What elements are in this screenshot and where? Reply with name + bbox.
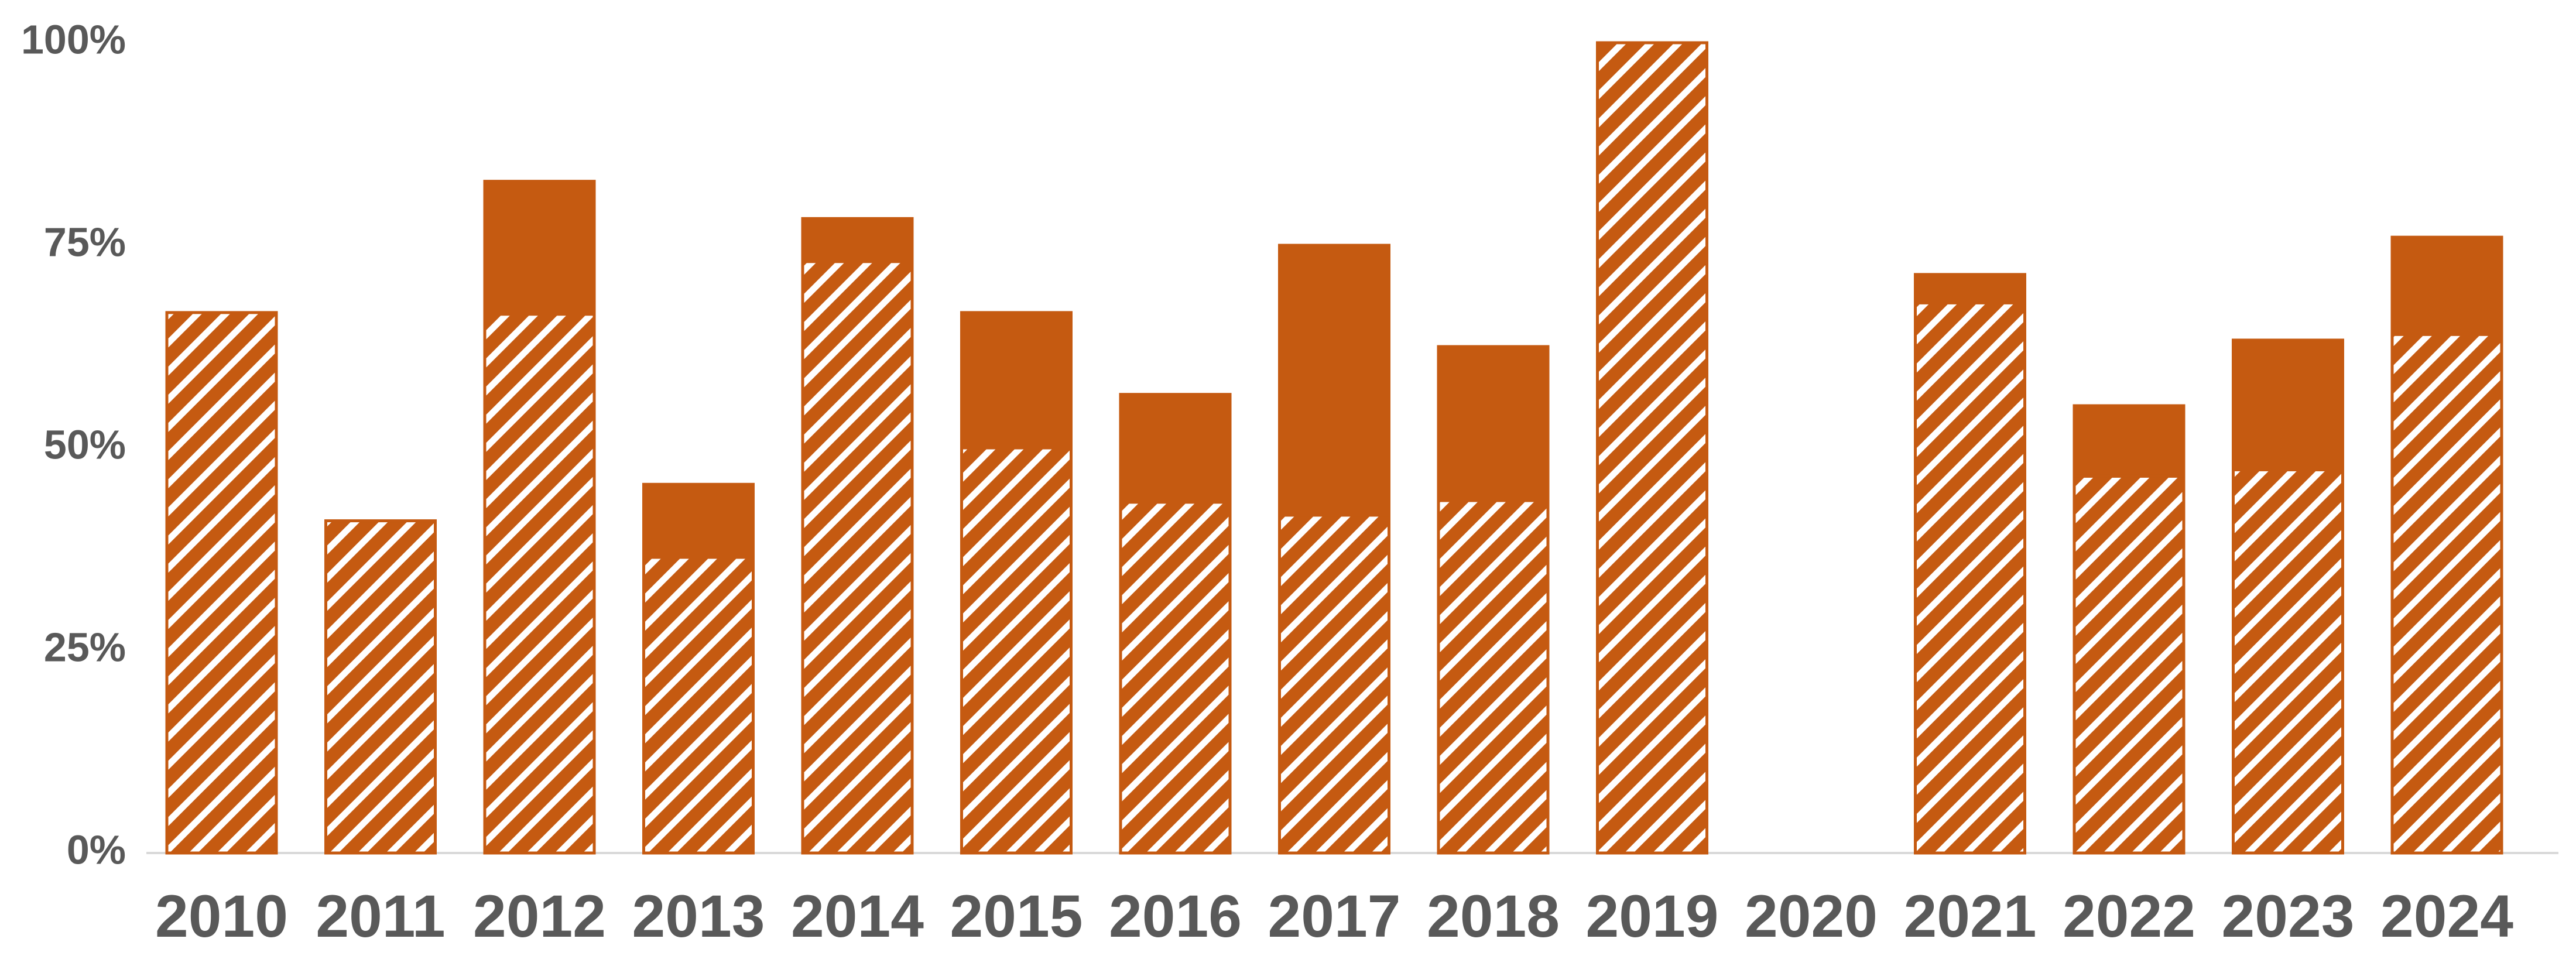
bar-2022-hatched-segment: [2073, 474, 2186, 855]
bar-2012-solid-segment: [483, 180, 596, 316]
bar-2016-hatched-segment: [1119, 501, 1232, 855]
x-tick-label: 2017: [1268, 883, 1401, 950]
x-tick-label: 2021: [1904, 883, 2037, 950]
bar-2016-solid-segment: [1119, 393, 1232, 504]
bar-2012-hatched-segment: [483, 313, 596, 855]
x-tick-label: 2011: [316, 883, 445, 950]
x-tick-label: 2010: [155, 883, 288, 950]
x-tick-labels: 2010 2011 2012 2013 2014 2015 2016 2017 2018 2019…: [155, 883, 2513, 950]
bar-2023-solid-segment: [2232, 338, 2344, 471]
y-tick-label: 25%: [44, 624, 126, 670]
bar-2021-solid-segment: [1914, 273, 2026, 304]
y-tick-label: 0%: [67, 827, 126, 872]
bar-2015-hatched-segment: [960, 446, 1073, 855]
x-tick-label: 2012: [473, 883, 606, 950]
bar-2019-hatched-segment: [1596, 41, 1708, 855]
x-tick-label: 2015: [950, 883, 1083, 950]
bar-2010-hatched-segment: [165, 311, 278, 855]
bar-2017-solid-segment: [1278, 244, 1390, 517]
bar-2023-hatched-segment: [2232, 468, 2344, 855]
x-tick-label: 2014: [791, 883, 924, 950]
bar-2021-hatched-segment: [1914, 301, 2026, 855]
y-tick-label: 75%: [44, 219, 126, 265]
x-tick-label: 2023: [2222, 883, 2355, 950]
bar-2017-hatched-segment: [1278, 513, 1390, 855]
x-tick-label: 2024: [2380, 883, 2513, 950]
x-tick-label: 2016: [1109, 883, 1242, 950]
bars: [165, 41, 2503, 855]
x-tick-label: 2018: [1427, 883, 1560, 950]
bar-2014-solid-segment: [801, 217, 914, 263]
bar-2013-hatched-segment: [642, 556, 755, 855]
bar-2011-hatched-segment: [324, 519, 437, 855]
bar-2018-solid-segment: [1437, 345, 1550, 502]
bar-2022-solid-segment: [2073, 404, 2186, 478]
bar-2024-solid-segment: [2390, 235, 2503, 336]
y-tick-label: 100%: [21, 16, 126, 62]
x-tick-label: 2013: [632, 883, 765, 950]
bar-2018-hatched-segment: [1437, 499, 1550, 855]
y-tick-labels: 0% 25% 50% 75% 100%: [21, 16, 126, 872]
x-tick-label: 2019: [1586, 883, 1719, 950]
y-tick-label: 50%: [44, 422, 126, 467]
bar-2013-solid-segment: [642, 482, 755, 559]
bar-2014-hatched-segment: [801, 260, 914, 855]
bar-2024-hatched-segment: [2390, 333, 2503, 855]
bar-2015-solid-segment: [960, 311, 1073, 450]
x-tick-label: 2022: [2063, 883, 2195, 950]
x-tick-label: 2020: [1745, 883, 1878, 950]
